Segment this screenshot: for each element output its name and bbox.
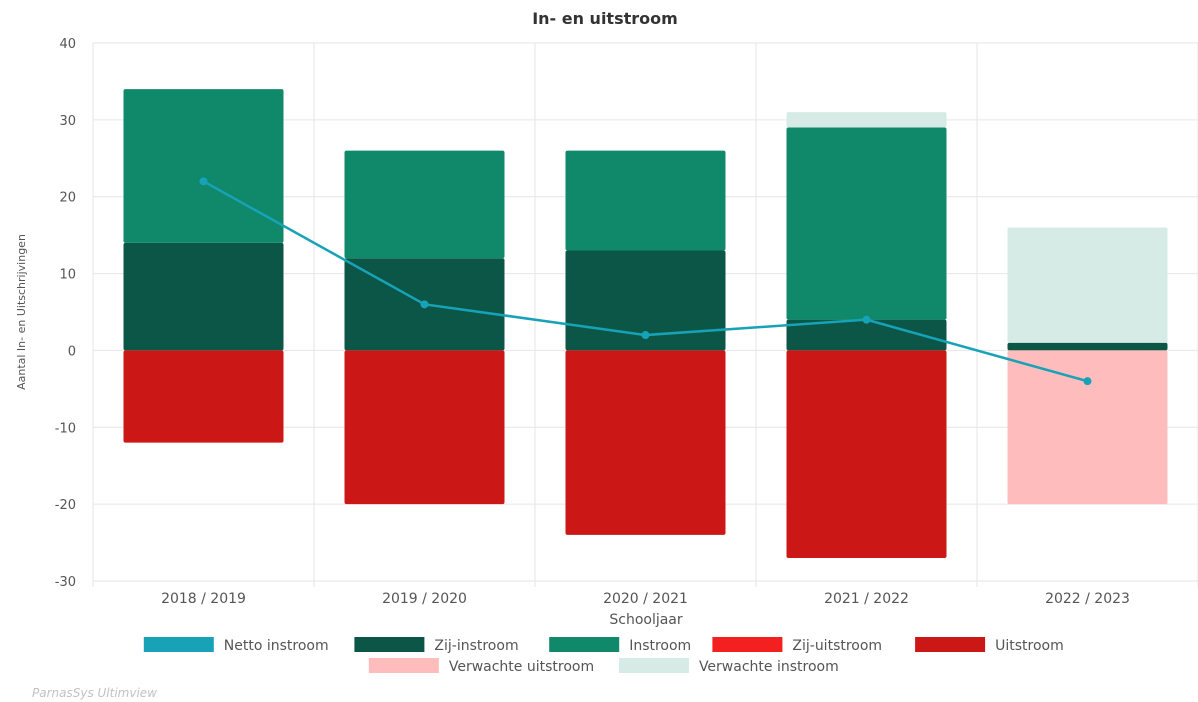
bar-zij-instroom[interactable] [565, 250, 726, 351]
bar-uitstroom[interactable] [565, 350, 726, 535]
net-line [199, 177, 1092, 386]
bar-instroom[interactable] [123, 89, 284, 243]
bars [123, 89, 1168, 558]
x-tick-label: 2022 / 2023 [1045, 591, 1130, 607]
legend-swatch [368, 658, 439, 673]
legend-label: Verwachte uitstroom [449, 659, 594, 675]
legend-swatch [618, 658, 689, 673]
credit-watermark: ParnasSys Ultimview [32, 686, 157, 700]
bar-uitstroom[interactable] [786, 350, 947, 558]
x-axis: 2018 / 2019 2019 / 2020 2020 / 2021 2021 / … [161, 591, 1130, 607]
bar-verwachte-instroom[interactable] [786, 112, 947, 128]
y-tick-label: -30 [55, 575, 76, 590]
bar-instroom[interactable] [565, 150, 726, 251]
x-tick-label: 2019 / 2020 [382, 591, 467, 607]
bar-instroom[interactable] [344, 150, 505, 259]
legend-swatch [712, 637, 783, 652]
x-axis-label: Schooljaar [609, 612, 683, 628]
y-tick-label: 40 [59, 37, 76, 52]
bar-zij-instroom[interactable] [786, 319, 947, 351]
legend-item-verwachte-uitstroom[interactable]: Verwachte uitstroom [368, 658, 594, 675]
y-tick-label: 0 [68, 344, 76, 359]
y-tick-label: -10 [55, 421, 76, 436]
y-tick-label: -20 [55, 498, 76, 513]
legend-label: Uitstroom [995, 638, 1064, 654]
bar-verwachte-uitstroom[interactable] [1007, 350, 1168, 505]
legend-item-netto-instroom[interactable]: Netto instroom [143, 637, 329, 654]
net-instroom-point[interactable] [199, 177, 208, 186]
legend-label: Zij-instroom [434, 638, 518, 654]
legend-label: Instroom [629, 638, 691, 654]
net-instroom-point[interactable] [420, 300, 429, 309]
y-axis: 40 30 20 10 0 -10 -20 -30 [55, 37, 76, 590]
x-tick-label: 2018 / 2019 [161, 591, 246, 607]
y-tick-label: 20 [59, 191, 76, 206]
chart-title: In- en uitstroom [532, 9, 678, 28]
bar-instroom[interactable] [786, 127, 947, 320]
legend-swatch [354, 637, 425, 652]
legend-label: Zij-uitstroom [792, 638, 882, 654]
y-tick-label: 10 [59, 268, 76, 283]
y-tick-label: 30 [59, 114, 76, 129]
legend-label: Verwachte instroom [699, 659, 839, 675]
bar-verwachte-instroom[interactable] [1007, 227, 1168, 343]
legend-item-instroom[interactable]: Instroom [549, 637, 691, 654]
x-tick-label: 2020 / 2021 [603, 591, 688, 607]
y-axis-label: Aantal In- en Uitschrijvingen [15, 234, 28, 390]
bar-zij-instroom[interactable] [123, 242, 284, 351]
x-tick-label: 2021 / 2022 [824, 591, 909, 607]
legend-item-zij-instroom[interactable]: Zij-instroom [354, 637, 519, 654]
net-instroom-point[interactable] [641, 331, 650, 340]
net-instroom-point[interactable] [862, 315, 871, 324]
net-instroom-point[interactable] [1083, 377, 1092, 386]
legend-item-zij-uitstroom[interactable]: Zij-uitstroom [712, 637, 882, 654]
legend-swatch [549, 637, 620, 652]
legend: Netto instroom Zij-instroom Instroom Zij-ui… [143, 637, 1064, 675]
legend-swatch [143, 637, 214, 652]
bar-zij-instroom[interactable] [1007, 342, 1168, 351]
bar-uitstroom[interactable] [344, 350, 505, 505]
bar-uitstroom[interactable] [123, 350, 284, 443]
legend-item-uitstroom[interactable]: Uitstroom [915, 637, 1064, 654]
legend-label: Netto instroom [224, 638, 329, 654]
legend-swatch [915, 637, 986, 652]
legend-item-verwachte-instroom[interactable]: Verwachte instroom [618, 658, 839, 675]
